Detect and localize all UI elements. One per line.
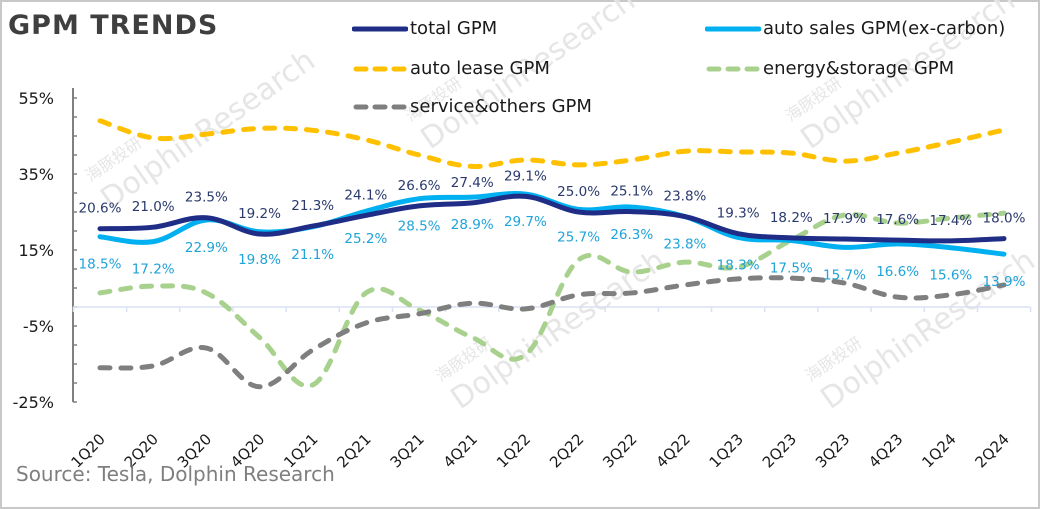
x-tick-label: 2Q24: [972, 430, 1013, 471]
data-label: 25.7%: [557, 229, 600, 245]
data-label: 29.7%: [504, 214, 547, 230]
data-label: 19.3%: [717, 206, 760, 222]
series-energy-storage-gpm: [97, 210, 1007, 389]
legend-label: auto sales GPM(ex-carbon): [763, 18, 1006, 39]
series-layer: [97, 118, 1007, 390]
data-label: 17.2%: [132, 262, 175, 278]
data-label: 26.6%: [398, 178, 441, 194]
series-line: [97, 275, 1007, 390]
series-auto-lease-gpm: [97, 118, 1007, 169]
series-line: [97, 193, 1007, 244]
x-tick-label: 2Q22: [546, 430, 587, 471]
legend-item-auto-lease-gpm: auto lease GPM: [352, 58, 550, 79]
data-label: 25.0%: [557, 184, 600, 200]
chart-title: GPM TRENDS: [8, 10, 219, 41]
data-label: 18.0%: [983, 211, 1026, 227]
legend-label: total GPM: [410, 18, 498, 39]
y-tick-label: -5%: [23, 317, 54, 336]
legend-swatch-dashed-green: [706, 66, 761, 71]
x-tick-label: 3Q21: [387, 430, 428, 471]
legend-label: auto lease GPM: [410, 58, 550, 79]
x-tick-label: 3Q22: [599, 430, 640, 471]
data-label: 28.5%: [398, 219, 441, 235]
y-tick-label: -25%: [13, 393, 54, 412]
legend-label: energy&storage GPM: [763, 58, 955, 79]
data-label: 20.6%: [79, 201, 122, 217]
series-total-gpm: [97, 193, 1007, 244]
y-tick-label: 15%: [18, 241, 54, 260]
data-labels-layer: 20.6% 21.0% 23.5% 19.2% 21.3% 24.1% 26.6% 27.4%…: [79, 168, 1026, 290]
series-line: [97, 118, 1007, 169]
legend-swatch-dashed-yellow: [353, 66, 408, 71]
source-note: Source: Tesla, Dolphin Research: [16, 462, 335, 486]
legend-swatch-dashed-grey: [353, 104, 408, 109]
data-label: 15.6%: [929, 268, 972, 284]
data-label: 21.0%: [132, 199, 175, 215]
legend-item-service-others-gpm: service&others GPM: [352, 96, 592, 117]
x-tick-label: 1Q22: [493, 430, 534, 471]
data-label: 17.5%: [770, 261, 813, 277]
legend-item-total-gpm: total GPM: [352, 18, 497, 39]
data-label: 21.3%: [291, 198, 334, 214]
data-label: 27.4%: [451, 175, 494, 191]
data-label: 16.6%: [876, 264, 919, 280]
data-label: 18.2%: [770, 210, 813, 226]
x-tick-label: 4Q22: [652, 430, 693, 471]
legend-swatch-solid-blue: [705, 26, 761, 31]
data-label: 17.6%: [876, 212, 919, 228]
series-service-others-gpm: [97, 275, 1007, 390]
data-label: 18.3%: [717, 257, 760, 273]
data-label: 18.5%: [79, 257, 122, 273]
data-label: 24.1%: [344, 187, 387, 203]
legend-label: service&others GPM: [410, 96, 592, 117]
data-label: 17.4%: [929, 213, 972, 229]
data-label: 28.9%: [451, 217, 494, 233]
data-label: 22.9%: [185, 240, 228, 256]
data-label: 15.7%: [823, 267, 866, 283]
y-tick-label: 35%: [18, 165, 54, 184]
series-line: [97, 210, 1007, 389]
data-label: 26.3%: [610, 227, 653, 243]
data-label: 23.5%: [185, 190, 228, 206]
data-label: 19.8%: [238, 252, 281, 268]
x-tick-label: 2Q21: [333, 430, 374, 471]
legend-item-auto-sales-gpm: auto sales GPM(ex-carbon): [705, 18, 1005, 39]
y-tick-label: 55%: [18, 89, 54, 108]
x-tick-label: 1Q23: [706, 430, 747, 471]
svg-text:DolphinResearch: DolphinResearch: [445, 243, 672, 417]
data-label: 29.1%: [504, 168, 547, 184]
x-tick-label: 4Q21: [440, 430, 481, 471]
data-label: 21.1%: [291, 247, 334, 263]
x-tick-label: 4Q23: [865, 430, 906, 471]
x-tick-label: 1Q24: [918, 430, 959, 471]
data-label: 23.8%: [663, 237, 706, 253]
x-tick-label: 3Q23: [812, 430, 853, 471]
data-label: 17.9%: [823, 211, 866, 227]
legend-swatch-solid-navy: [352, 26, 408, 31]
x-tick-label: 2Q23: [759, 430, 800, 471]
legend-item-energy-storage-gpm: energy&storage GPM: [705, 58, 954, 79]
data-label: 19.2%: [238, 206, 281, 222]
data-label: 13.9%: [983, 274, 1026, 290]
data-label: 23.8%: [663, 189, 706, 205]
data-label: 25.1%: [610, 184, 653, 200]
data-label: 25.2%: [344, 231, 387, 247]
